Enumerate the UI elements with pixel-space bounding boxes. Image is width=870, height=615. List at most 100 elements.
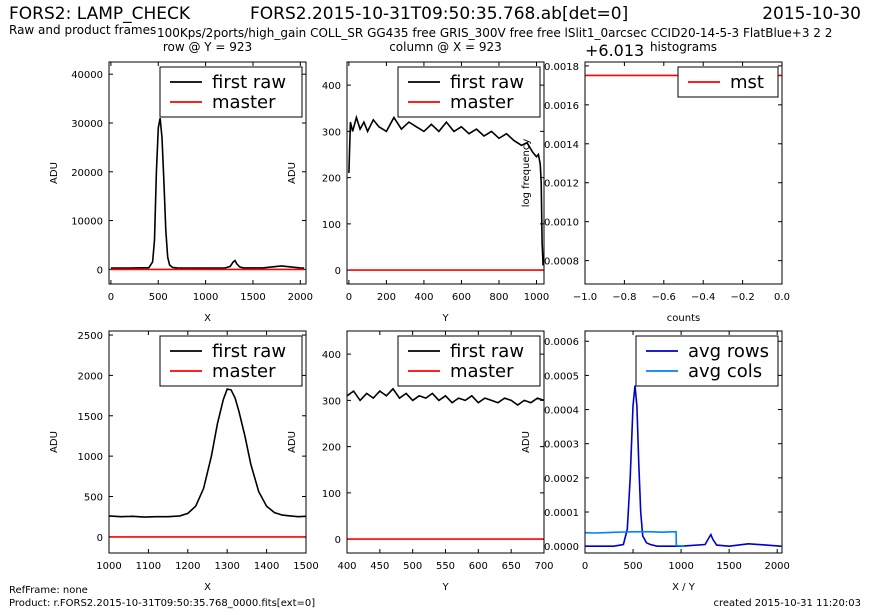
x-tick-label: 1100 [136, 561, 161, 572]
legend-entry: first raw [212, 341, 286, 362]
legend: mst [677, 66, 779, 98]
plot-frame [584, 61, 783, 285]
x-axis-label: X [204, 582, 211, 593]
x-tick-label: 650 [502, 561, 521, 572]
x-tick-label: 2000 [288, 292, 313, 303]
y-tick-label: 0 [97, 265, 103, 276]
y-tick-label: 0.0018 [544, 62, 579, 73]
instrument-setup: 100Kps/2ports/high_gain COLL_SR GG435 fr… [157, 26, 833, 40]
x-tick-label: 1000 [96, 561, 121, 572]
legend-entry: first raw [450, 72, 524, 93]
x-tick-label: −0.8 [612, 292, 636, 303]
y-tick-label: 400 [322, 350, 341, 361]
y-tick-label: 0.0010 [544, 218, 579, 229]
legend-entry: master [212, 361, 276, 382]
x-tick-label: 500 [149, 292, 168, 303]
y-tick-label: 20000 [71, 168, 103, 179]
y-tick-label: 200 [322, 443, 341, 454]
y-axis-label: ADU [521, 431, 532, 453]
x-tick-label: 0 [582, 561, 588, 572]
x-tick-label: 550 [436, 561, 455, 572]
y-axis-label: ADU [49, 162, 60, 184]
x-tick-label: 0.0 [774, 292, 790, 303]
y-tick-label: 0.0002 [544, 474, 579, 485]
y-tick-label: 40000 [71, 70, 103, 81]
figure-title: FORS2: LAMP_CHECK [9, 4, 191, 24]
x-tick-label: −1.0 [573, 292, 597, 303]
series-line-first-raw [347, 387, 544, 406]
x-axis-label: counts [667, 313, 700, 324]
y-tick-label: 0.0008 [544, 257, 579, 268]
plot-title: column @ X = 923 [389, 40, 502, 54]
x-tick-label: 600 [469, 561, 488, 572]
x-tick-label: −0.6 [652, 292, 676, 303]
y-tick-label: 200 [322, 174, 341, 185]
y-tick-label: 0 [97, 533, 103, 544]
x-tick-label: 500 [624, 561, 643, 572]
frame-name: FORS2.2015-10-31T09:50:35.768.ab[det=0] [250, 4, 629, 24]
plot-title: histograms [650, 40, 717, 54]
plot-panel-4: 1000 1100 1200 1300 1400 1500 0 500 1000 1500 2000… [49, 330, 319, 593]
legend-entry: first raw [450, 341, 524, 362]
series-line-first-raw [110, 117, 305, 269]
legend-entry: master [450, 92, 514, 113]
y-axis-label: ADU [287, 431, 298, 453]
x-tick-label: 1500 [293, 561, 318, 572]
series-line-first-raw [109, 388, 306, 518]
plot-frame [108, 330, 307, 554]
y-tick-label: 0.0014 [544, 140, 579, 151]
x-tick-label: 1000 [193, 292, 218, 303]
y-tick-label: 0.0006 [544, 337, 579, 348]
x-tick-label: 400 [414, 292, 433, 303]
plot-frame [108, 61, 307, 285]
legend-entry: avg cols [688, 361, 762, 382]
x-tick-label: 500 [403, 561, 422, 572]
x-tick-label: 1200 [175, 561, 200, 572]
y-tick-label: 100 [322, 220, 341, 231]
y-tick-label: 0.0012 [544, 179, 579, 190]
y-tick-label: 300 [322, 127, 341, 138]
plot-panel-1: 0 500 1000 1500 2000010000200003000040000row… [49, 40, 313, 324]
y-tick-label: 500 [84, 492, 103, 503]
y-axis-label: ADU [287, 162, 298, 184]
legend-entry: avg rows [688, 341, 769, 362]
y-tick-label: 0.0000 [544, 542, 579, 553]
y-tick-label: 2500 [78, 331, 103, 342]
x-tick-label: 1000 [668, 561, 693, 572]
plot-panel-3: −1.0 −0.8 −0.6 −0.4 −0.2 0.0 0.0008 0.0010 0.001… [521, 40, 790, 324]
plot-frame [346, 330, 545, 554]
x-tick-label: −0.4 [691, 292, 715, 303]
y-tick-label: 0 [335, 535, 341, 546]
x-tick-label: 0 [108, 292, 114, 303]
y-tick-label: 30000 [71, 119, 103, 130]
series-line-avg-rows [585, 385, 782, 548]
y-tick-label: 0.0004 [544, 406, 579, 417]
y-tick-label: 1500 [78, 412, 103, 423]
y-tick-label: 0.0001 [544, 508, 579, 519]
y-tick-label: 1000 [78, 452, 103, 463]
x-axis-label: Y [441, 582, 449, 593]
x-tick-label: 600 [452, 292, 471, 303]
x-tick-label: 1500 [240, 292, 265, 303]
legend-entry: mst [730, 72, 764, 93]
creation-timestamp: created 2015-10-31 11:20:03 [713, 598, 861, 609]
x-axis-label: Y [441, 313, 449, 324]
x-tick-label: 200 [377, 292, 396, 303]
y-tick-label: 0.0003 [544, 440, 579, 451]
plot-frame [584, 330, 783, 554]
plot-panel-5: 400 450 500 550 600 650 700 0 100 200 300 400 Y ADU fi… [287, 330, 554, 593]
legend-box [159, 66, 303, 118]
y-tick-label: 400 [322, 81, 341, 92]
series-line-avg-cols [585, 530, 685, 547]
figure-subtitle: Raw and product frames [9, 23, 157, 37]
x-tick-label: 1400 [254, 561, 279, 572]
plot-title: row @ Y = 923 [163, 40, 252, 54]
legend-box [159, 335, 303, 387]
y-tick-label: 100 [322, 489, 341, 500]
